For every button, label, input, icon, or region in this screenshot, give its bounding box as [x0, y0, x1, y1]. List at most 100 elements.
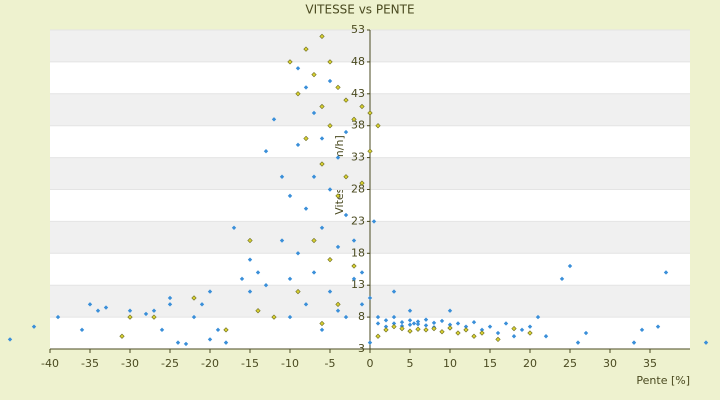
y-tick-label: 23 — [351, 214, 365, 227]
point — [343, 314, 349, 320]
chart-title: VITESSE vs PENTE — [305, 3, 414, 17]
point — [383, 324, 389, 329]
point — [407, 308, 413, 313]
point — [375, 314, 381, 320]
point — [527, 330, 533, 336]
point — [431, 325, 437, 332]
x-tick-label: -40 — [41, 357, 59, 370]
x-tick-label: 30 — [603, 357, 617, 370]
point — [295, 142, 301, 148]
y-tick-label: 33 — [351, 151, 365, 164]
point — [399, 325, 405, 332]
point — [455, 330, 461, 336]
point — [223, 327, 229, 333]
point — [31, 324, 37, 329]
point — [151, 314, 157, 320]
y-tick-label: 38 — [351, 119, 365, 132]
point — [295, 91, 301, 97]
point — [127, 308, 133, 313]
point — [479, 330, 485, 336]
point — [455, 321, 461, 326]
point — [151, 308, 157, 313]
point — [511, 334, 517, 339]
point — [79, 327, 85, 333]
x-tick-label: -15 — [241, 357, 259, 370]
point — [375, 333, 381, 339]
point — [335, 155, 341, 160]
point — [511, 325, 517, 332]
point — [415, 321, 421, 327]
point — [335, 308, 341, 313]
point — [375, 321, 381, 326]
point — [639, 327, 645, 333]
point — [447, 322, 453, 327]
y-tick-label: 53 — [351, 23, 365, 36]
point — [207, 337, 213, 342]
point — [519, 327, 525, 333]
point — [295, 66, 301, 71]
point — [359, 103, 365, 110]
point — [183, 341, 189, 347]
x-tick-label: 35 — [643, 357, 657, 370]
point — [471, 333, 477, 339]
point — [191, 295, 197, 301]
point — [447, 325, 453, 331]
point — [287, 193, 293, 199]
point — [527, 324, 533, 329]
point — [439, 318, 445, 324]
point — [103, 305, 109, 310]
point — [327, 289, 333, 294]
point — [343, 129, 349, 135]
point — [351, 238, 357, 243]
point — [423, 317, 429, 322]
x-tick-label: 15 — [483, 357, 497, 370]
point — [367, 148, 373, 154]
point — [343, 212, 349, 218]
point — [503, 321, 509, 326]
point — [279, 238, 285, 243]
point — [431, 320, 437, 326]
point — [391, 314, 397, 320]
point — [559, 276, 565, 282]
y-tick-label: 43 — [351, 87, 365, 100]
x-tick-label: 20 — [523, 357, 537, 370]
point — [175, 340, 181, 345]
point — [415, 326, 421, 332]
x-tick-label: -5 — [325, 357, 336, 370]
point — [167, 302, 173, 307]
x-tick-label: -30 — [121, 357, 139, 370]
point — [375, 123, 381, 129]
point — [7, 337, 13, 342]
x-tick-label: 10 — [443, 357, 457, 370]
point — [279, 174, 285, 179]
point — [207, 289, 213, 294]
point — [311, 270, 317, 275]
point — [487, 324, 493, 329]
y-tick-label: 48 — [351, 55, 365, 68]
point — [215, 327, 221, 333]
point — [367, 295, 373, 301]
point — [303, 206, 309, 211]
point — [359, 180, 365, 186]
point — [495, 336, 501, 343]
point — [495, 330, 501, 336]
y-tick-label: 8 — [358, 310, 365, 323]
point — [295, 288, 301, 295]
point — [159, 327, 165, 333]
point — [463, 327, 469, 333]
point — [247, 289, 253, 294]
point — [383, 318, 389, 323]
point — [287, 59, 293, 65]
point — [311, 72, 317, 78]
point — [399, 320, 405, 325]
point — [423, 327, 429, 333]
point — [223, 340, 229, 345]
point — [95, 308, 101, 313]
point — [415, 319, 421, 324]
point — [319, 161, 325, 167]
point — [359, 270, 365, 275]
point — [319, 33, 325, 40]
point — [351, 116, 357, 122]
point — [311, 174, 317, 179]
